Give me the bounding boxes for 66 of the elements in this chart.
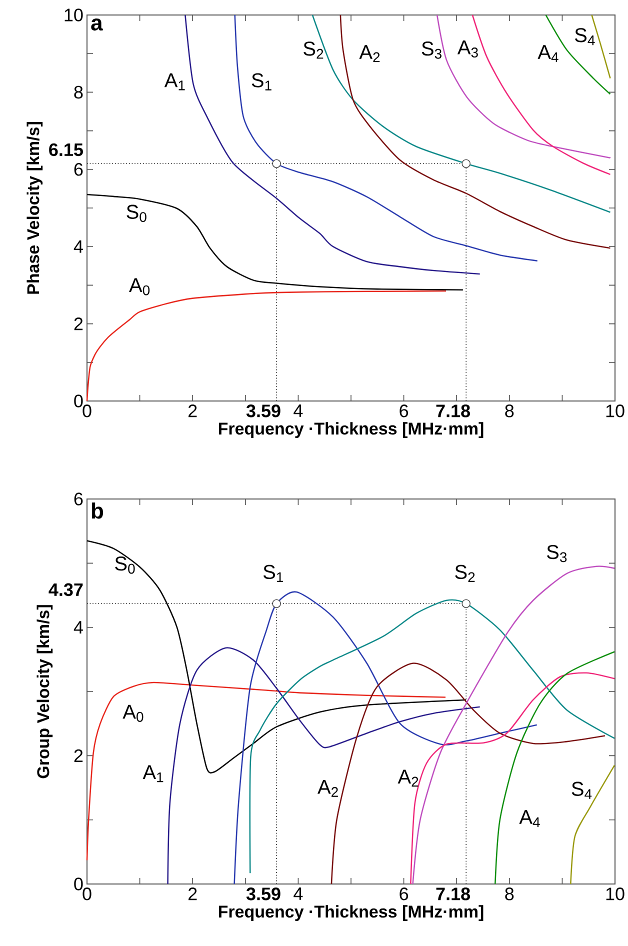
line-series: [184, 14, 480, 275]
series-label: A$_{3}$: [457, 40, 478, 58]
series-label: A$_{2}$: [359, 45, 380, 62]
line-series: [340, 14, 611, 249]
x-tick-label: 0: [82, 888, 92, 900]
y-tick-label: 4: [74, 240, 83, 253]
x-tick-label: 6: [400, 404, 408, 418]
y-tick-label: 6: [74, 163, 83, 176]
x-tick-label: 10: [606, 888, 624, 900]
series-label: A$_{1}$: [142, 765, 163, 782]
x-tick-label: 8: [505, 888, 514, 900]
y-tick-label: 0: [74, 394, 83, 408]
series-label: S$_{0}$: [114, 556, 135, 574]
ref-line-label: 4.37: [48, 583, 83, 596]
series-label: A$_{4}$: [519, 810, 540, 827]
line-series: [472, 14, 611, 176]
x-tick-label: 4: [293, 888, 303, 900]
series-label: S$_{1}$: [252, 73, 272, 90]
series-label: A$_{2}$: [317, 780, 338, 797]
series-label: S$_{3}$: [546, 544, 566, 562]
line-series: [330, 662, 606, 885]
line-series: [410, 672, 615, 885]
y-tick-label: 6: [74, 492, 83, 506]
series-label: S$_{2}$: [303, 42, 323, 59]
ref-line-label: 7.18: [436, 888, 470, 900]
series-label: S$_{3}$: [422, 42, 442, 59]
ref-line-label: 3.59: [246, 888, 280, 900]
series-label: S$_{4}$: [574, 28, 595, 46]
y-tick-label: 2: [74, 749, 82, 762]
y-tick-label: 10: [64, 8, 83, 22]
x-tick-label: 4: [293, 404, 303, 417]
x-axis-title: Frequency ·Thickness [MHz·mm]: [218, 422, 484, 438]
x-tick-label: 8: [505, 404, 514, 418]
y-tick-label: 8: [74, 86, 83, 99]
x-tick-label: 0: [82, 404, 92, 418]
y-axis-title: Phase Velocity [km/s]: [26, 122, 42, 294]
y-tick-label: 2: [74, 318, 82, 330]
ref-line-label: 7.18: [436, 404, 470, 418]
ref-line-label: 6.15: [48, 143, 83, 156]
line-series: [570, 764, 615, 885]
y-axis-title: Group Velocity [km/s]: [36, 605, 52, 778]
x-tick-label: 2: [188, 404, 197, 418]
series-label: A$_{4}$: [538, 45, 558, 62]
x-tick-label: 6: [400, 888, 408, 900]
series-label: A$_{2}$: [398, 770, 418, 787]
series-label: S$_{1}$: [263, 564, 283, 582]
ref-line-label: 3.59: [246, 404, 280, 418]
chart-title: b: [92, 502, 103, 519]
line-series: [166, 647, 480, 885]
series-label: S$_{4}$: [572, 782, 592, 799]
series-label: A$_{0}$: [122, 704, 144, 722]
x-tick-label: 2: [188, 888, 197, 900]
y-tick-label: 4: [74, 621, 83, 634]
series-label: S$_{0}$: [126, 204, 146, 222]
y-tick-label: 0: [74, 878, 83, 890]
series-label: S$_{2}$: [454, 564, 474, 582]
line-series: [249, 599, 615, 874]
line-series: [86, 682, 446, 861]
series-label: A$_{1}$: [164, 73, 185, 90]
chart-title: a: [91, 18, 103, 31]
line-series: [494, 651, 615, 885]
x-axis-title: Frequency ·Thickness [MHz·mm]: [218, 905, 484, 921]
line-series: [234, 14, 538, 262]
line-series: [436, 14, 611, 158]
series-label: A$_{0}$: [128, 278, 150, 296]
x-tick-label: 10: [606, 404, 624, 418]
